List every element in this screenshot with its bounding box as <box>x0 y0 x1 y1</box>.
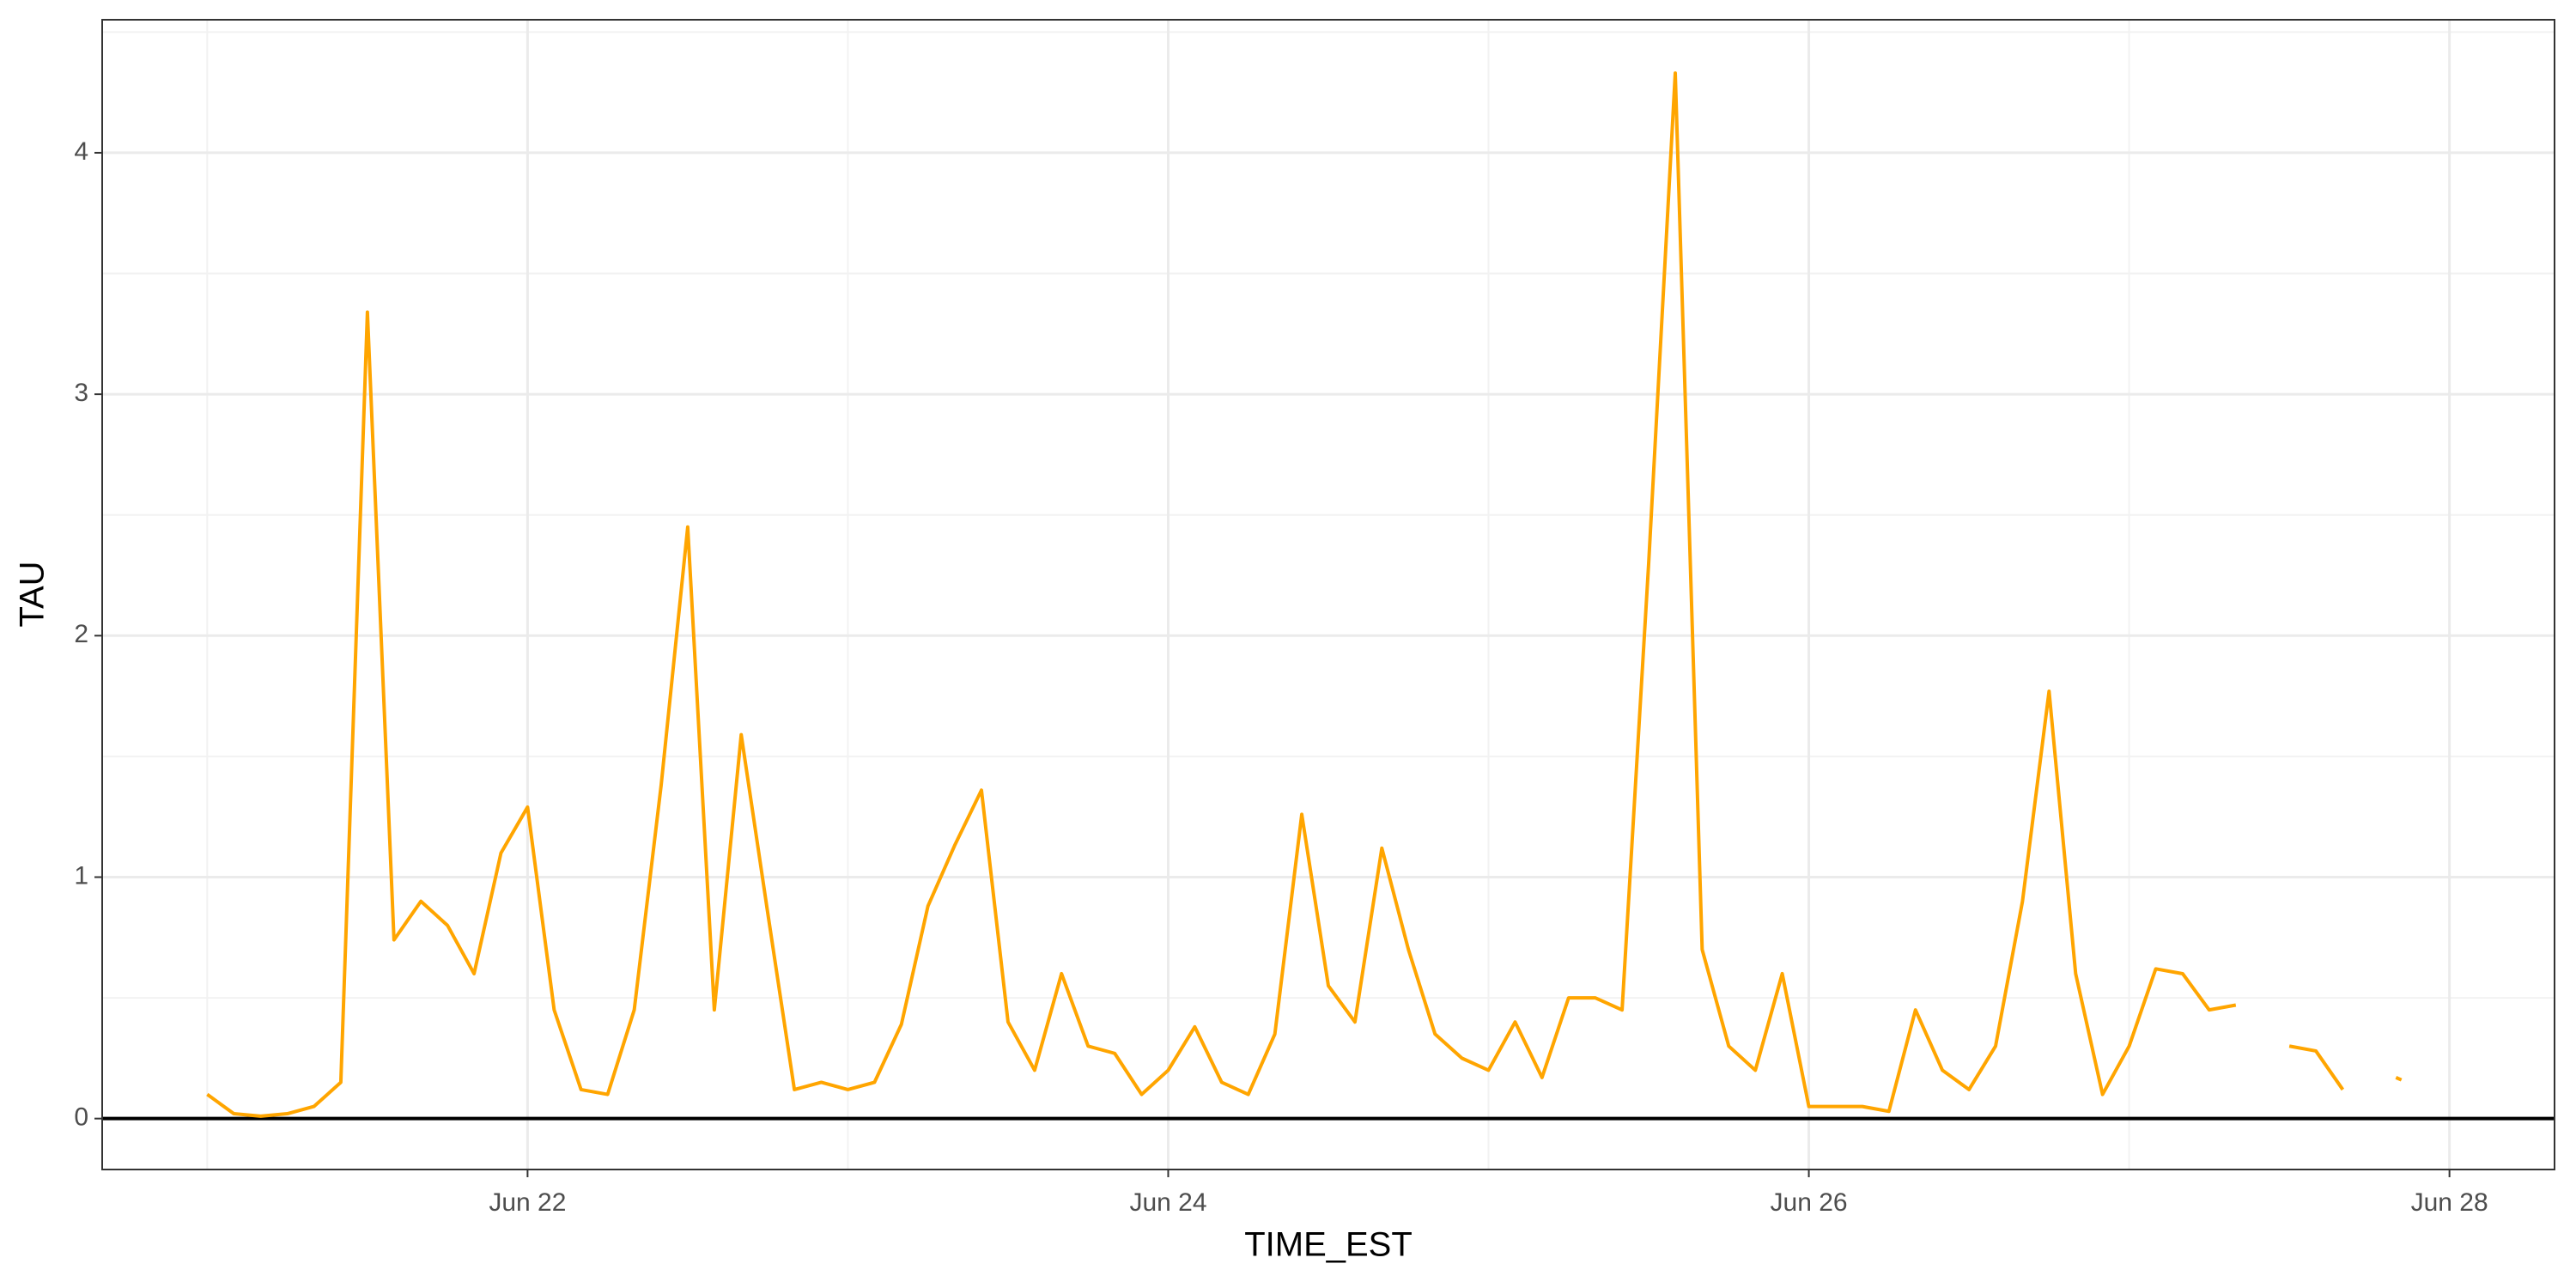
y-tick-label: 1 <box>74 861 88 890</box>
plot-border <box>101 19 2555 1170</box>
x-tick-label: Jun 24 <box>1129 1188 1206 1217</box>
data-line <box>206 71 2403 1118</box>
x-tick-label: Jun 28 <box>2411 1188 2488 1217</box>
y-tick-label: 4 <box>74 137 88 166</box>
x-tick-label: Jun 22 <box>489 1188 566 1217</box>
y-tick-label: 0 <box>74 1103 88 1132</box>
y-tick-label: 3 <box>74 379 88 407</box>
x-axis-title: TIME_EST <box>1244 1226 1413 1264</box>
y-tick-label: 2 <box>74 620 88 648</box>
x-tick-label: Jun 26 <box>1771 1188 1848 1217</box>
y-axis-title: TAU <box>14 561 52 627</box>
